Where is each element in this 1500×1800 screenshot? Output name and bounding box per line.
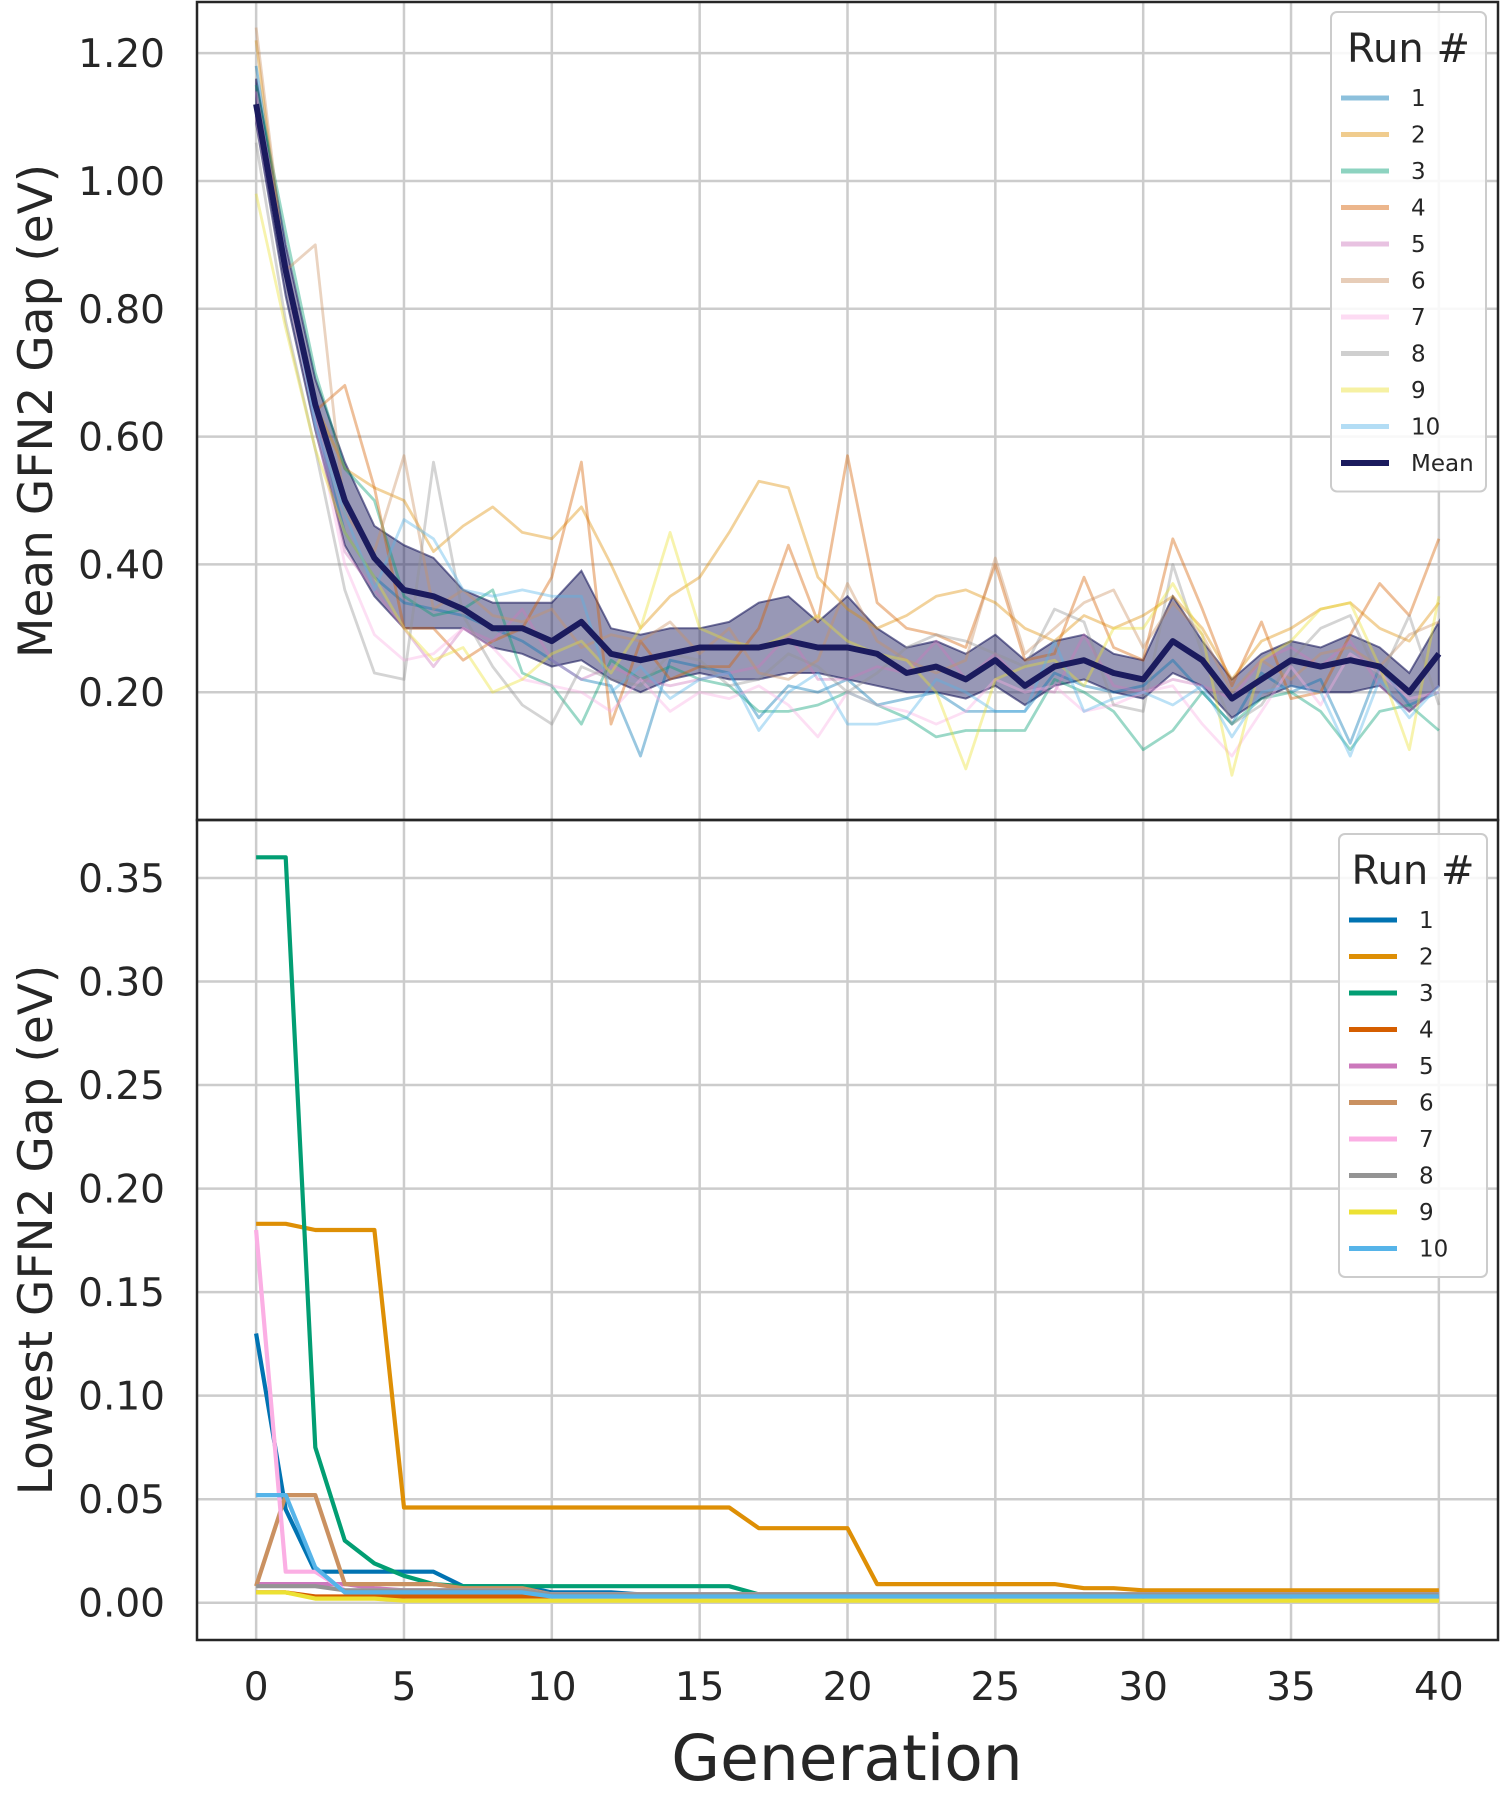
mean-gap-legend-label: 3 xyxy=(1411,159,1426,185)
x-tick-label: 30 xyxy=(1118,1665,1168,1710)
lowest-gap-y-tick-label: 0.30 xyxy=(78,961,165,1006)
lowest-gap-series-run-2 xyxy=(256,1221,1439,1593)
mean-gap-lines xyxy=(253,27,1442,777)
lowest-gap-y-tick-label: 0.00 xyxy=(78,1582,165,1627)
mean-gap-y-tick-label: 1.20 xyxy=(78,32,165,77)
mean-gap-legend-box xyxy=(1330,11,1487,493)
lowest-gap-legend-label: 3 xyxy=(1419,981,1434,1007)
mean-gap-series-run-7 xyxy=(254,116,1440,758)
lowest-gap-y-tick-label: 0.25 xyxy=(78,1064,165,1109)
lowest-gap-legend-label: 9 xyxy=(1419,1200,1434,1226)
mean-gap-y-tick-label: 1.00 xyxy=(78,160,165,205)
lowest-gap-y-axis-label: Lowest GFN2 Gap (eV) xyxy=(9,965,64,1496)
lowest-gap-lines xyxy=(254,855,1439,1603)
lowest-gap-y-tick-label: 0.10 xyxy=(78,1375,165,1420)
mean-gap-band xyxy=(255,78,1440,720)
mean-gap-series-run-9 xyxy=(254,193,1441,777)
x-tick-label: 20 xyxy=(823,1665,873,1710)
mean-gap-y-axis-label: Mean GFN2 Gap (eV) xyxy=(9,164,64,658)
lowest-gap-legend-label: 5 xyxy=(1419,1054,1434,1080)
lowest-gap-frame xyxy=(195,818,1500,1642)
mean-gap-y-tick-label: 0.60 xyxy=(78,416,165,461)
x-tick-label: 35 xyxy=(1266,1665,1316,1710)
lowest-gap-y-ticks: 0.00 0.05 0.10 0.15 0.20 0.25 0.30 0.35 xyxy=(78,857,165,1627)
lowest-gap-series-run-10 xyxy=(256,1492,1439,1599)
mean-gap-y-ticks: 0.20 0.40 0.60 0.80 1.00 1.20 xyxy=(78,32,165,716)
x-tick-label: 10 xyxy=(527,1665,577,1710)
mean-gap-series-run-10 xyxy=(254,103,1440,758)
lowest-gap-legend-label: 6 xyxy=(1419,1091,1434,1117)
mean-gap-legend-label: Mean xyxy=(1411,451,1474,477)
mean-gap-y-tick-label: 0.80 xyxy=(78,288,165,333)
mean-gap-legend-label: 1 xyxy=(1411,86,1426,112)
x-tick-label: 0 xyxy=(244,1665,269,1710)
mean-gap-grid xyxy=(197,2,1498,820)
lowest-gap-legend-label: 4 xyxy=(1419,1018,1434,1044)
x-tick-label: 5 xyxy=(392,1665,417,1710)
x-tick-label: 40 xyxy=(1414,1665,1464,1710)
x-ticks: 0 5 10 15 20 25 30 35 40 xyxy=(244,1665,1464,1710)
lowest-gap-grid xyxy=(197,820,1498,1640)
lowest-gap-legend-label: 8 xyxy=(1419,1164,1434,1190)
lowest-gap-legend: Run # 1 2 3 4 5 6 7 8 9 10 xyxy=(1338,833,1488,1278)
lowest-gap-y-tick-label: 0.15 xyxy=(78,1271,165,1316)
mean-gap-y-tick-label: 0.20 xyxy=(78,671,165,716)
lowest-gap-legend-title: Run # xyxy=(1352,848,1475,894)
mean-gap-legend-label: 4 xyxy=(1411,196,1426,222)
lowest-gap-legend-label: 2 xyxy=(1419,945,1434,971)
mean-gap-legend-label: 8 xyxy=(1411,342,1426,368)
x-axis-label: Generation xyxy=(671,1722,1022,1795)
lowest-gap-legend-label: 7 xyxy=(1419,1127,1434,1153)
lowest-gap-legend-box xyxy=(1338,833,1488,1278)
mean-gap-y-tick-label: 0.40 xyxy=(78,543,165,588)
lowest-gap-y-tick-label: 0.05 xyxy=(78,1478,165,1523)
mean-gap-series-run-1 xyxy=(254,65,1440,758)
mean-gap-series-run-2 xyxy=(254,40,1441,681)
lowest-gap-series-run-9 xyxy=(256,1590,1439,1603)
mean-gap-legend-label: 9 xyxy=(1411,378,1426,404)
lowest-gap-y-tick-label: 0.35 xyxy=(78,857,165,902)
mean-gap-legend-label: 7 xyxy=(1411,305,1426,331)
mean-gap-series-run-5 xyxy=(254,91,1440,713)
lowest-gap-legend-label: 10 xyxy=(1419,1237,1448,1263)
mean-gap-legend: Run # 1 2 3 4 5 6 7 8 9 10 Mean xyxy=(1330,11,1487,493)
mean-gap-series-run-4 xyxy=(254,103,1441,726)
mean-gap-legend-label: 2 xyxy=(1411,123,1426,149)
mean-gap-series-run-8 xyxy=(254,142,1441,726)
mean-gap-panel: 0.20 0.40 0.60 0.80 1.00 1.20 Mean GFN2 Gap (… xyxy=(9,0,1500,822)
mean-gap-legend-label: 10 xyxy=(1411,415,1440,441)
lowest-gap-legend-label: 1 xyxy=(1419,908,1434,934)
lowest-gap-y-tick-label: 0.20 xyxy=(78,1168,165,1213)
mean-gap-series-run-6 xyxy=(254,27,1440,694)
lowest-gap-panel: 0.00 0.05 0.10 0.15 0.20 0.25 0.30 0.35 Lowest … xyxy=(9,818,1500,1642)
mean-gap-legend-title: Run # xyxy=(1347,26,1470,72)
mean-gap-legend-label: 6 xyxy=(1411,269,1426,295)
mean-gap-series-run-3 xyxy=(254,84,1440,752)
mean-gap-series-mean xyxy=(253,103,1442,702)
x-tick-label: 25 xyxy=(971,1665,1021,1710)
x-tick-label: 15 xyxy=(675,1665,725,1710)
mean-gap-legend-label: 5 xyxy=(1411,232,1426,258)
mean-gap-mean-ci-band xyxy=(255,78,1440,720)
